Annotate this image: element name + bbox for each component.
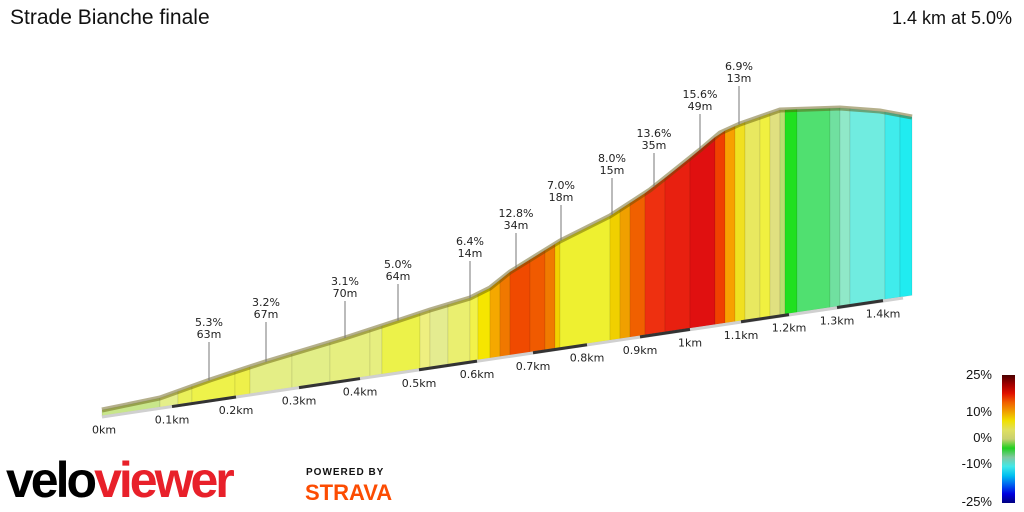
length-annotation: 15m [600, 164, 625, 177]
gradient-segment [529, 249, 546, 353]
gradient-segment [489, 278, 501, 359]
distance-tick-label: 0.4km [343, 386, 378, 399]
powered-by-label: POWERED BY [306, 467, 385, 478]
distance-band [639, 327, 691, 339]
gradient-segment [644, 176, 666, 336]
gradient-segment [829, 107, 841, 309]
length-annotation: 67m [254, 308, 279, 321]
distance-tick-label: 1km [678, 336, 702, 349]
strava-logo: STRAVA [305, 480, 393, 505]
distance-tick-label: 1.3km [820, 314, 855, 327]
distance-band [740, 313, 790, 324]
gradient-segment [884, 111, 901, 300]
gradient-segment [724, 125, 736, 324]
gradient-segment [689, 136, 716, 329]
gradient-segment [499, 270, 511, 358]
gradient-segment [744, 116, 761, 321]
distance-band [418, 359, 478, 372]
gradient-legend-bar [1002, 375, 1015, 503]
gradient-annotation: 5.0% [384, 258, 412, 271]
gradient-annotation: 5.3% [195, 316, 223, 329]
distance-tick-label: 1.2km [772, 322, 807, 335]
gradient-annotation: 3.2% [252, 296, 280, 309]
gradient-annotation: 13.6% [637, 127, 672, 140]
length-annotation: 63m [197, 328, 222, 341]
distance-tick-label: 0km [92, 424, 116, 437]
distance-band [171, 395, 237, 409]
gradient-annotation: 6.4% [456, 235, 484, 248]
distance-tick-label: 1.4km [866, 308, 901, 321]
gradient-annotation: 3.1% [331, 275, 359, 288]
length-annotation: 14m [458, 247, 483, 260]
gradient-segment [734, 121, 746, 323]
gradient-segment [447, 297, 471, 366]
distance-tick-label: 0.1km [155, 414, 190, 427]
distance-tick-label: 0.5km [402, 377, 437, 390]
gradient-segment [609, 208, 621, 341]
gradient-segment [779, 109, 786, 316]
gradient-segment [477, 287, 491, 361]
gradient-segment [544, 243, 556, 351]
gradient-segment [784, 108, 798, 315]
distance-tick-label: 0.2km [219, 404, 254, 417]
legend-label: -25% [961, 494, 992, 509]
gradient-segment [849, 108, 886, 306]
gradient-segment [469, 293, 479, 362]
gradient-segment [769, 109, 781, 318]
length-annotation: 13m [727, 72, 752, 85]
gradient-segment [664, 156, 691, 333]
length-annotation: 34m [504, 219, 529, 232]
gradient-annotation: 12.8% [499, 207, 534, 220]
length-annotation: 18m [549, 191, 574, 204]
gradient-segment [899, 114, 913, 298]
legend-label: 25% [965, 367, 992, 382]
distance-tick-label: 0.8km [570, 352, 605, 365]
gradient-segment [369, 325, 383, 377]
climb-summary: 1.4 km at 5.0% [891, 8, 1012, 28]
gradient-segment [839, 107, 851, 307]
gradient-segment [759, 112, 771, 319]
distance-band [532, 343, 588, 355]
legend-label: -10% [961, 456, 992, 471]
gradient-segment [714, 129, 726, 326]
distance-tick-label: 0.7km [516, 360, 551, 373]
distance-band [836, 299, 884, 309]
legend-label: 0% [973, 430, 992, 445]
length-annotation: 70m [333, 287, 358, 300]
gradient-segment [629, 192, 646, 338]
distance-tick-label: 1.1km [724, 329, 759, 342]
gradient-segment [619, 202, 631, 340]
veloviewer-logo: veloviewer [6, 452, 235, 508]
distance-tick-label: 0.3km [282, 395, 317, 408]
gradient-segment [509, 258, 531, 356]
length-annotation: 64m [386, 270, 411, 283]
page-title: Strade Bianche finale [10, 6, 210, 29]
gradient-segment [419, 309, 431, 370]
gradient-annotation: 7.0% [547, 179, 575, 192]
gradient-annotation: 8.0% [598, 152, 626, 165]
distance-tick-label: 0.9km [623, 344, 658, 357]
gradient-annotation: 15.6% [683, 88, 718, 101]
gradient-segment [554, 240, 561, 350]
gradient-segment [796, 107, 831, 314]
gradient-segment [429, 303, 449, 368]
gradient-annotation: 6.9% [725, 60, 753, 73]
length-annotation: 49m [688, 100, 713, 113]
distance-tick-label: 0.6km [460, 368, 495, 381]
length-annotation: 35m [642, 139, 667, 152]
distance-band [298, 377, 361, 390]
legend-label: 10% [965, 404, 992, 419]
profile-top-edge [101, 105, 913, 413]
